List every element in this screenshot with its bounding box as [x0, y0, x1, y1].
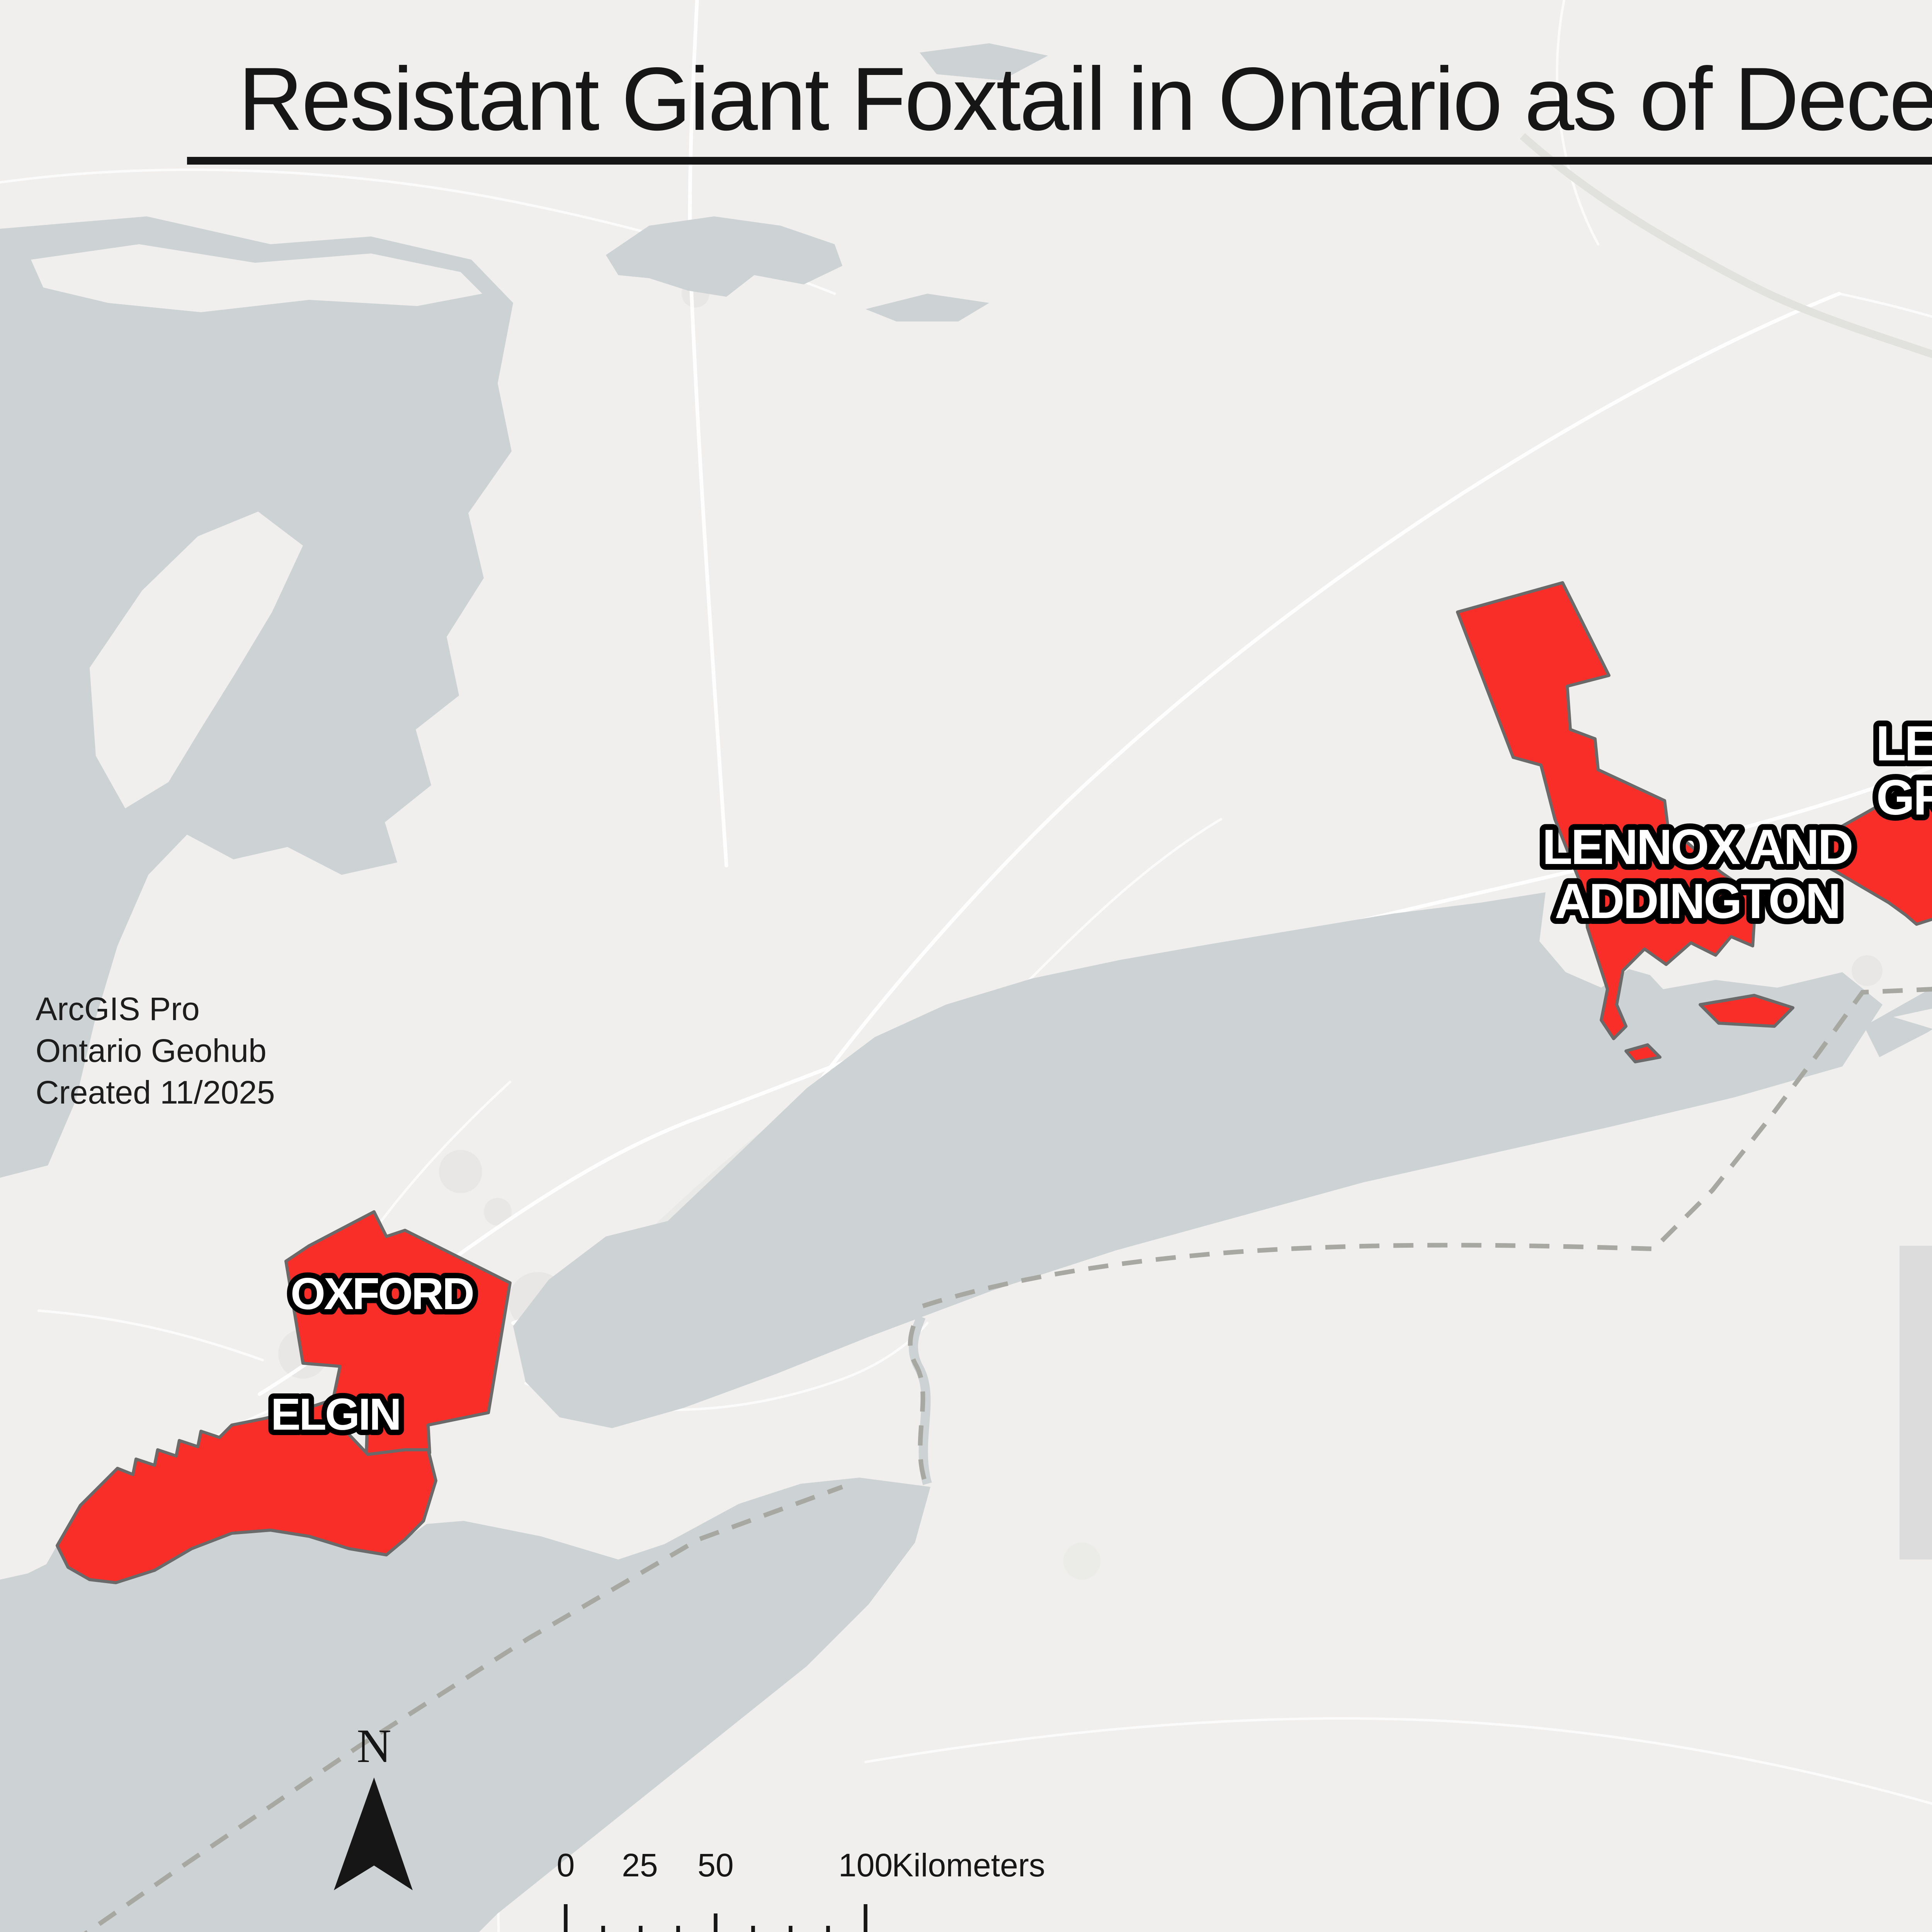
- scale-bar-graphic: [564, 1904, 867, 1932]
- st-lawrence-river: [1864, 988, 1932, 1057]
- region-elgin: [56, 1399, 437, 1584]
- international-border: [83, 986, 1932, 1932]
- scale-unit: Kilometers: [892, 1847, 1045, 1883]
- label-oxford: OXFORD: [291, 1269, 473, 1319]
- region-oxford: [284, 1210, 512, 1456]
- bruce-peninsula: [90, 512, 303, 808]
- label-elgin: ELGIN: [271, 1389, 400, 1439]
- wolfe-island: [1893, 1009, 1932, 1029]
- legend: Chemical Groups WSAA 1,2 WSAA 2: [1900, 1246, 1932, 1560]
- region-leeds-and-grenville: [1811, 776, 1932, 926]
- scale-tick-50: 50: [697, 1847, 733, 1883]
- region-lennox-and-addington: [1456, 581, 1794, 1063]
- label-leeds-line2: GRENVILLE: [1876, 770, 1932, 825]
- county-regions: [56, 581, 1932, 1584]
- label-leeds-line1: LEEDS AND: [1876, 716, 1932, 771]
- scale-tick-100: 100: [838, 1847, 893, 1883]
- scale-tick-25: 25: [622, 1847, 658, 1883]
- amherst-island: [1699, 994, 1794, 1028]
- legend-background: [1900, 1246, 1932, 1560]
- north-arrow: N: [334, 1719, 413, 1890]
- lake-ontario: [513, 883, 1883, 1428]
- lake-simcoe: [606, 216, 842, 297]
- niagara-river: [908, 1315, 932, 1485]
- map-title: Resistant Giant Foxtail in Ontario as of…: [187, 49, 1932, 165]
- attribution-line1: ArcGIS Pro: [36, 991, 200, 1027]
- label-lennox-line1: LENNOX AND: [1542, 820, 1852, 875]
- label-lennox-line2: ADDINGTON: [1555, 874, 1840, 929]
- scale-bar: 0 25 50 100 Kilometers: [557, 1847, 1045, 1932]
- north-arrow-icon: [334, 1777, 413, 1890]
- north-arrow-label: N: [357, 1719, 391, 1772]
- lennox-islets: [1624, 1043, 1662, 1063]
- manitoulin-island: [31, 244, 482, 312]
- ottawa-river: [1520, 133, 1932, 358]
- lake-erie: [0, 1478, 930, 1932]
- page-title: Resistant Giant Foxtail in Ontario as of…: [238, 49, 1932, 149]
- kawartha-lakes: [866, 294, 989, 321]
- county-labels: PRESCOTT AND RUSSELL LEEDS AND GRENVILLE…: [265, 710, 1932, 1445]
- attribution-line3: Created 11/2025: [36, 1074, 275, 1111]
- lake-huron-georgian-bay: [0, 216, 513, 1178]
- scale-tick-0: 0: [557, 1847, 575, 1883]
- attribution-line2: Ontario Geohub: [36, 1032, 267, 1069]
- water-bodies: [0, 43, 1932, 1932]
- attribution: ArcGIS Pro Ontario Geohub Created 11/202…: [36, 991, 275, 1111]
- top-middle-lake: [920, 43, 1048, 80]
